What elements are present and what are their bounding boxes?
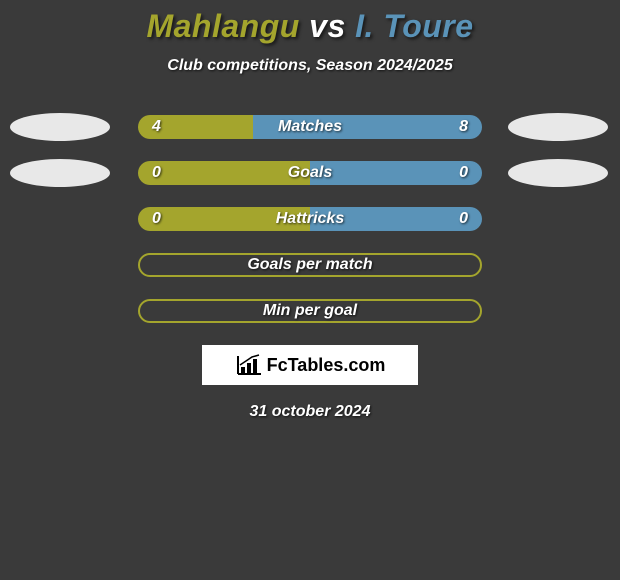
stat-row: 00Goals	[0, 161, 620, 185]
stat-rows: 48Matches 00Goals 00Hattricks Goals per mat…	[0, 115, 620, 323]
logo-box[interactable]: FcTables.com	[202, 345, 418, 385]
subtitle: Club competitions, Season 2024/2025	[0, 57, 620, 75]
stat-row: Goals per match	[0, 253, 620, 277]
stat-label: Goals per match	[0, 253, 620, 277]
stat-label: Matches	[0, 115, 620, 139]
date-label: 31 october 2024	[0, 403, 620, 421]
logo-text: FcTables.com	[267, 355, 386, 376]
page-title: Mahlangu vs I. Toure	[0, 8, 620, 45]
title-vs: vs	[309, 8, 346, 44]
chart-icon	[235, 354, 263, 376]
title-player1: Mahlangu	[146, 8, 299, 44]
stat-row: 00Hattricks	[0, 207, 620, 231]
stat-row: Min per goal	[0, 299, 620, 323]
stat-label: Goals	[0, 161, 620, 185]
stat-label: Hattricks	[0, 207, 620, 231]
stat-label: Min per goal	[0, 299, 620, 323]
comparison-widget: Mahlangu vs I. Toure Club competitions, …	[0, 0, 620, 421]
title-player2: I. Toure	[355, 8, 473, 44]
stat-row: 48Matches	[0, 115, 620, 139]
